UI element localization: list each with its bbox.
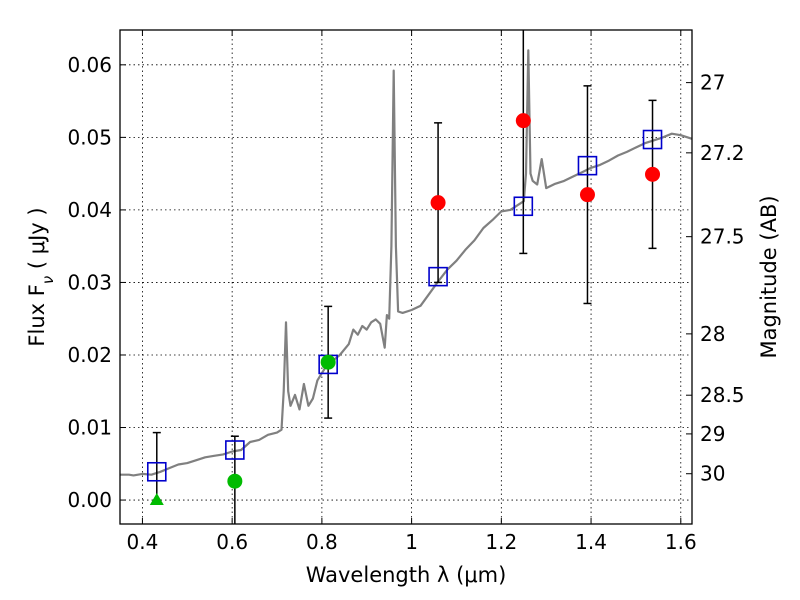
plot-frame xyxy=(119,29,693,525)
y-axis-label: Flux Fν ( μJy ) xyxy=(25,207,57,346)
model-point-square xyxy=(577,155,598,176)
model-spectrum xyxy=(120,49,692,477)
x-tick-label: 1 xyxy=(405,530,418,554)
model-point-square xyxy=(513,196,534,217)
y-tick-label: 0.04 xyxy=(67,198,112,222)
y-tick-label: 0.05 xyxy=(67,125,112,149)
mag-tick-label: 27.5 xyxy=(700,225,745,249)
observed-point-circle xyxy=(320,354,336,370)
mag-tick-label: 29 xyxy=(700,422,725,446)
y-tick-label: 0.01 xyxy=(67,416,112,440)
observed-point-circle xyxy=(645,166,661,182)
model-point-square xyxy=(642,129,663,150)
model-point-square xyxy=(428,266,448,287)
x-tick-label: 0.4 xyxy=(127,530,159,554)
x-axis-label: Wavelength λ (μm) xyxy=(306,563,507,587)
x-tick-label: 1.2 xyxy=(485,530,517,554)
y2-axis-label: Magnitude (AB) xyxy=(757,195,781,358)
model-point-square xyxy=(146,461,167,482)
upper-limit-triangle xyxy=(149,493,164,506)
mag-tick-label: 30 xyxy=(700,462,725,486)
observed-point-circle xyxy=(227,473,243,489)
y-tick-label: 0.00 xyxy=(67,488,112,512)
y-tick-label: 0.06 xyxy=(67,53,112,77)
x-tick-label: 1.6 xyxy=(665,530,697,554)
mag-tick-label: 28 xyxy=(700,322,725,346)
observed-point-circle xyxy=(515,113,531,129)
x-tick-label: 0.6 xyxy=(216,530,248,554)
mag-tick-label: 27.2 xyxy=(700,141,745,165)
model-point-square xyxy=(225,440,245,460)
axis-ticks: 0.4 0.6 0.8 1 1.2 1.4 1.6 0.00 0.01 0.02 0.03 0.04 0… xyxy=(67,30,745,554)
grid xyxy=(120,30,692,524)
mag-tick-label: 28.5 xyxy=(700,383,745,407)
x-tick-label: 0.8 xyxy=(306,530,338,554)
model-spectrum-line xyxy=(120,49,692,477)
observed-point-circle xyxy=(579,187,595,203)
mag-tick-label: 27 xyxy=(700,71,725,95)
observed-point-circle xyxy=(430,195,446,211)
data-markers xyxy=(146,113,663,506)
x-tick-label: 1.4 xyxy=(575,530,607,554)
y-tick-label: 0.03 xyxy=(67,270,112,294)
error-bars xyxy=(152,30,657,524)
y-tick-label: 0.02 xyxy=(67,343,112,367)
